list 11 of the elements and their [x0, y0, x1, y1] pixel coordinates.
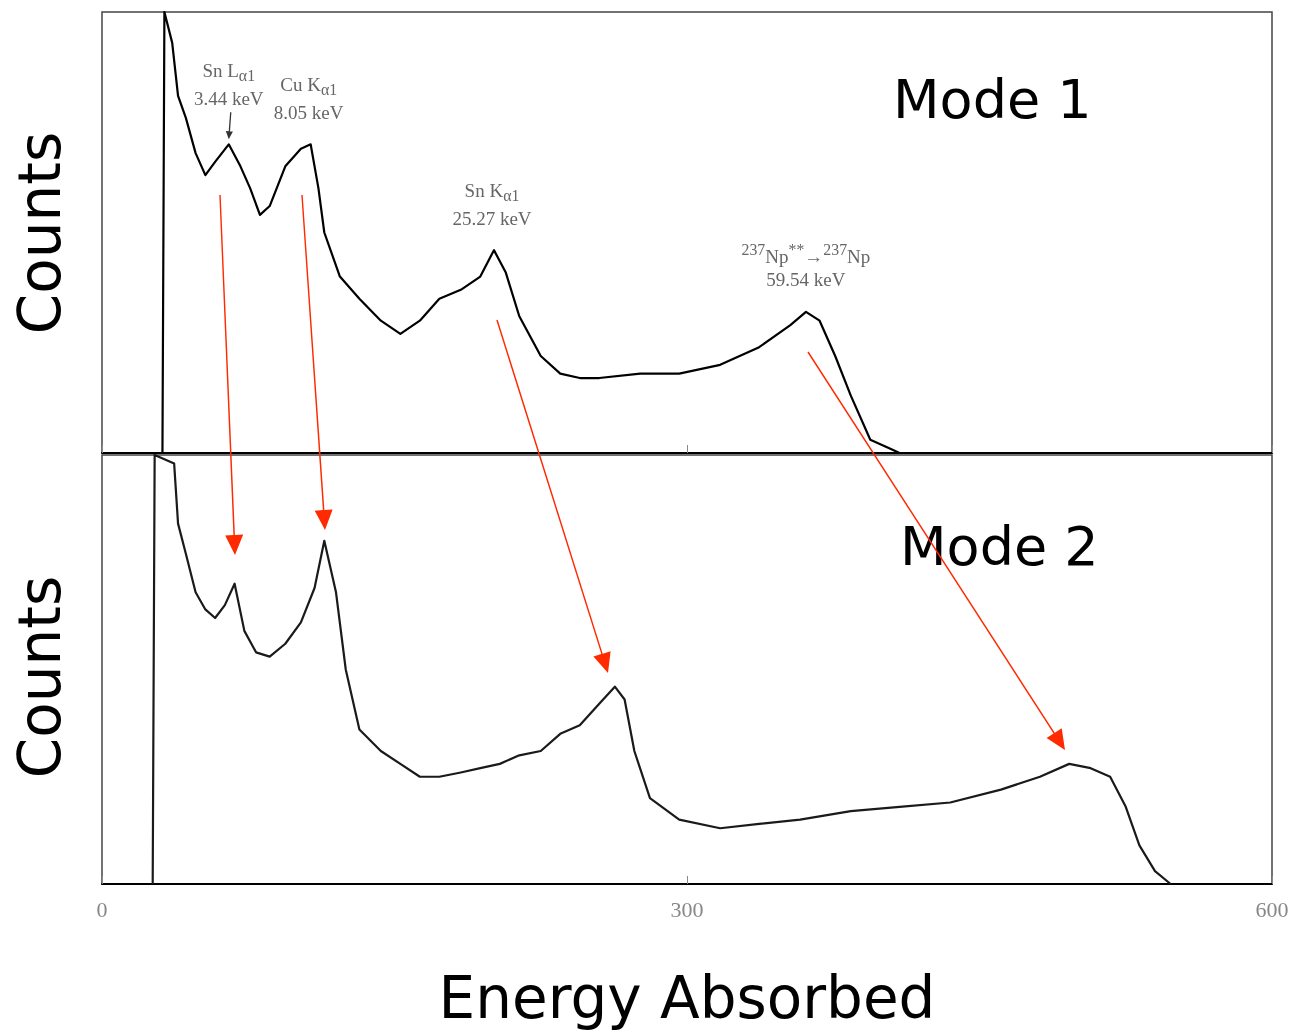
y-axis-title: Counts	[6, 131, 74, 334]
y-axis-title: Counts	[6, 575, 74, 778]
annotation: $^{237}$Np$^{**}$→$^{237}$Np 59.54 keV	[741, 240, 871, 292]
x-tick-label: 0	[96, 896, 108, 922]
x-tick-label: 600	[1255, 896, 1289, 922]
x-axis-title: Energy Absorbed	[438, 964, 936, 1032]
annotation: Sn K$_{α1}$ 25.27 keV	[452, 178, 532, 231]
annotation: Sn L$_{α1}$ 3.44 keV	[193, 58, 264, 111]
annotation: Cu K$_{α1}$ 8.05 keV	[273, 72, 344, 125]
annotation: Mode 1	[893, 68, 1092, 131]
x-tick-label: 300	[670, 896, 704, 922]
